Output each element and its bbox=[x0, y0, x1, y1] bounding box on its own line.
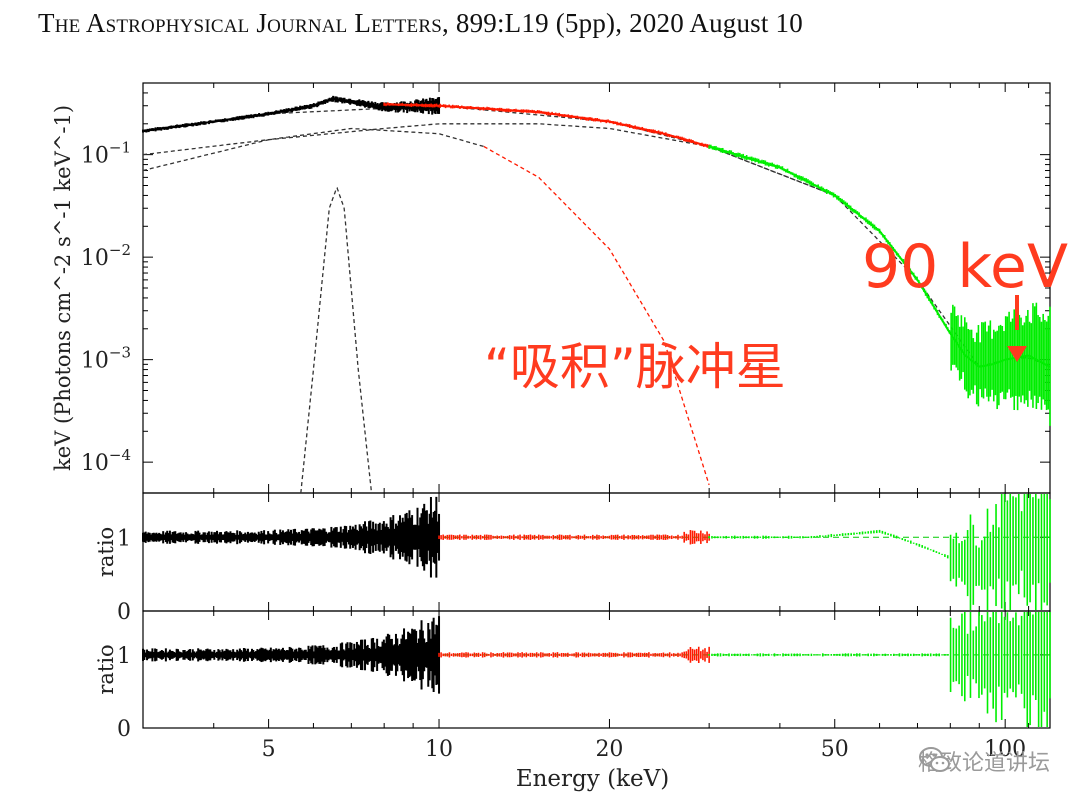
journal-header: The Astrophysical Journal Letters, 899:L… bbox=[38, 8, 803, 39]
y-tick-label: 0 bbox=[117, 717, 131, 742]
ratio-top-data bbox=[142, 494, 1051, 610]
y-tick-label: 1 bbox=[117, 644, 131, 669]
y-tick-label: 1 bbox=[117, 526, 131, 551]
y-axis-label: keV (Photons cm^-2 s^-1 keV^-1) bbox=[51, 105, 75, 471]
data-line bbox=[708, 145, 1051, 368]
data-layer bbox=[142, 95, 1051, 727]
model-blackbody-component bbox=[142, 127, 485, 172]
journal-name: The Astrophysical Journal Letters bbox=[38, 8, 442, 38]
data-green-data bbox=[708, 144, 1051, 426]
x-tick-label: 20 bbox=[595, 737, 623, 762]
model-cutoff-powerlaw-component bbox=[142, 123, 835, 197]
x-tick-label: 50 bbox=[821, 737, 849, 762]
data-red-data bbox=[383, 102, 710, 149]
data-line bbox=[142, 97, 440, 132]
ratio-top-panel-frame bbox=[142, 492, 1051, 612]
journal-citation: , 899:L19 (5pp), 2020 August 10 bbox=[441, 8, 803, 38]
x-tick-label: 100 bbox=[984, 737, 1026, 762]
model-blackbody-red bbox=[483, 145, 710, 486]
ratio-axis-label: ratio bbox=[94, 527, 118, 577]
energy-annotation: 90 keV bbox=[862, 232, 1068, 302]
annotation-arrow-head bbox=[1007, 346, 1027, 362]
wechat-icon bbox=[918, 747, 950, 772]
model-iron-line bbox=[300, 187, 373, 494]
y-tick-label: 10−4 bbox=[81, 446, 131, 476]
y-tick-label: 0 bbox=[117, 600, 131, 625]
pulsar-annotation: “吸积”脉冲星 bbox=[484, 338, 786, 396]
x-tick-label: 10 bbox=[425, 737, 453, 762]
ratio-bottom-panel-frame bbox=[142, 610, 1051, 729]
data-line bbox=[384, 103, 710, 148]
x-tick-label: 5 bbox=[262, 737, 276, 762]
data-black-data bbox=[142, 95, 441, 133]
ratio-axis-label: ratio bbox=[94, 644, 118, 694]
watermark: 格致论道讲坛 bbox=[918, 745, 1050, 777]
ratio-bottom-data bbox=[142, 612, 1051, 727]
x-axis-label: Energy (keV) bbox=[516, 766, 669, 792]
y-tick-label: 10−2 bbox=[81, 241, 131, 271]
y-tick-label: 10−1 bbox=[81, 139, 131, 169]
y-tick-label: 10−3 bbox=[81, 344, 131, 374]
axes-layer bbox=[142, 82, 1051, 729]
